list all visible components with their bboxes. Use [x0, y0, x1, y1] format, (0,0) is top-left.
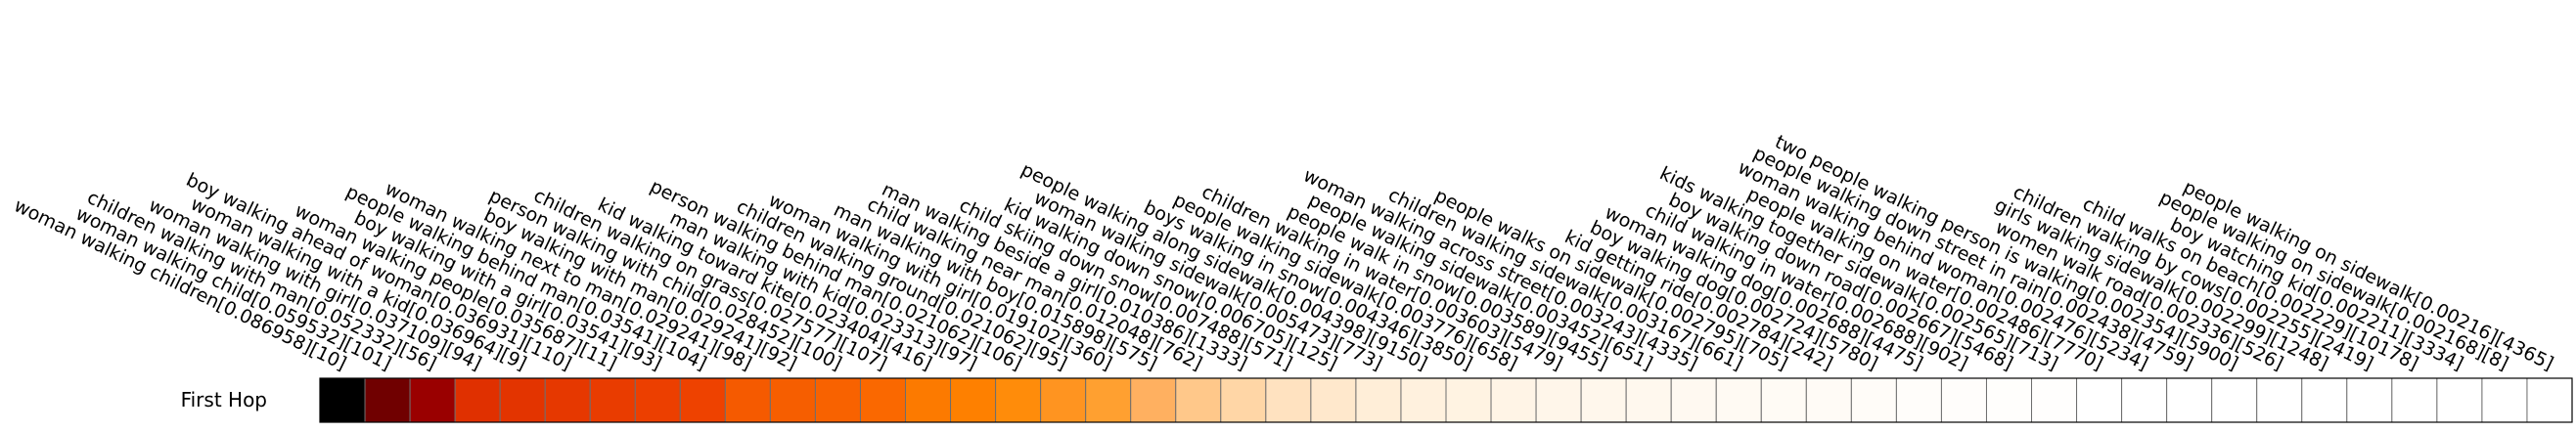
- heatmap-cell: [1040, 377, 1087, 423]
- heatmap-cell: [950, 377, 997, 423]
- heatmap-cell: [364, 377, 411, 423]
- row-label-first-hop: First Hop: [181, 388, 267, 411]
- heatmap-cell: [319, 377, 366, 423]
- heatmap-cell: [2211, 377, 2258, 423]
- heatmap-row-first-hop: [319, 377, 2573, 423]
- heatmap-cell: [544, 377, 591, 423]
- heatmap-cell: [2076, 377, 2123, 423]
- heatmap-cell: [634, 377, 681, 423]
- heatmap-cell: [2256, 377, 2303, 423]
- x-tick-labels: woman walking children[0.086958][10]woma…: [11, 131, 2557, 374]
- heatmap-cell: [1625, 377, 1672, 423]
- heatmap-cell: [1805, 377, 1852, 423]
- heatmap-cell: [1085, 377, 1132, 423]
- heatmap-cell: [499, 377, 546, 423]
- heatmap-cell: [679, 377, 726, 423]
- heatmap-cell: [1400, 377, 1447, 423]
- heatmap-cell: [995, 377, 1042, 423]
- heatmap-cell: [1715, 377, 1762, 423]
- heatmap-cell: [1310, 377, 1357, 423]
- heatmap-cell: [2481, 377, 2528, 423]
- heatmap-cell: [859, 377, 907, 423]
- heatmap-cell: [589, 377, 636, 423]
- heatmap-cell: [1355, 377, 1402, 423]
- heatmap-cell: [2166, 377, 2213, 423]
- heatmap-cell: [1580, 377, 1627, 423]
- heatmap-cell: [1265, 377, 1312, 423]
- heatmap-cell: [2391, 377, 2438, 423]
- heatmap-cell: [1940, 377, 1987, 423]
- heatmap-cell: [2301, 377, 2348, 423]
- heatmap-cell: [1175, 377, 1222, 423]
- heatmap-cell: [1850, 377, 1897, 423]
- heatmap-cell: [2346, 377, 2393, 423]
- heatmap-cell: [2526, 377, 2573, 423]
- heatmap-cell: [1985, 377, 2033, 423]
- heatmap-cell: [2436, 377, 2483, 423]
- heatmap-cell: [905, 377, 952, 423]
- heatmap-cell: [1895, 377, 1942, 423]
- heatmap-cell: [454, 377, 501, 423]
- heatmap-cell: [2031, 377, 2078, 423]
- heatmap-cell: [1445, 377, 1492, 423]
- heatmap-cell: [814, 377, 861, 423]
- heatmap-cell: [2121, 377, 2168, 423]
- heatmap-cell: [1670, 377, 1717, 423]
- heatmap-frame: [319, 377, 2573, 423]
- heatmap-cell: [1490, 377, 1537, 423]
- heatmap-cell: [769, 377, 816, 423]
- heatmap-cell: [409, 377, 456, 423]
- heatmap-cell: [1760, 377, 1807, 423]
- heatmap-cell: [1220, 377, 1267, 423]
- heatmap-cell: [724, 377, 771, 423]
- heatmap-cell: [1130, 377, 1177, 423]
- heatmap-cell: [1535, 377, 1582, 423]
